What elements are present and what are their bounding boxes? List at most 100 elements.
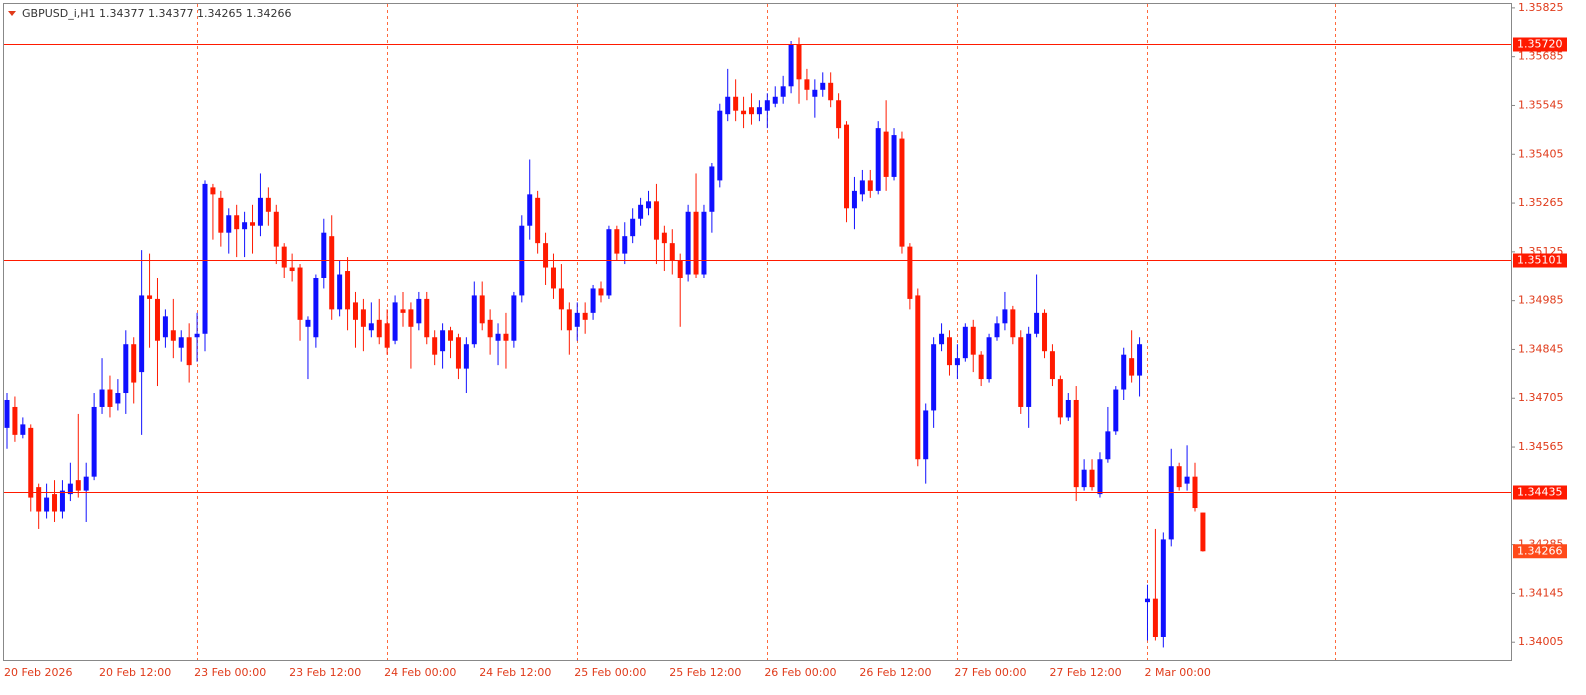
x-tick-label: 20 Feb 2026 xyxy=(4,666,72,679)
candle-body xyxy=(1160,539,1166,637)
x-tick-label: 27 Feb 12:00 xyxy=(1049,666,1121,679)
candle-body xyxy=(44,497,50,512)
price-label: 1.35720 xyxy=(1517,38,1563,51)
candle-body xyxy=(352,302,358,320)
x-tick-label: 25 Feb 00:00 xyxy=(574,666,646,679)
candle-body xyxy=(566,309,572,331)
symbol-menu-arrow[interactable] xyxy=(8,11,16,16)
candle-body xyxy=(788,44,794,87)
candle-body xyxy=(1168,466,1174,540)
candle-body xyxy=(448,330,454,341)
candle-body xyxy=(646,201,652,209)
candle-body xyxy=(329,236,335,310)
candle-body xyxy=(638,204,644,219)
price-label-box xyxy=(1513,485,1567,500)
candle-body xyxy=(36,487,42,512)
candle-body xyxy=(503,333,509,341)
y-tick-label: 1.34845 xyxy=(1518,342,1564,355)
candle-body xyxy=(772,96,778,104)
candle-body xyxy=(242,222,248,230)
candle-body xyxy=(139,295,145,373)
price-label-box xyxy=(1513,37,1567,52)
candle-body xyxy=(741,110,747,115)
candle-body xyxy=(550,267,556,289)
candle-body xyxy=(543,243,549,268)
candle-body xyxy=(1049,351,1055,380)
candle-body xyxy=(337,274,343,310)
candle-body xyxy=(804,79,810,90)
candle-body xyxy=(1121,354,1127,390)
candle-body xyxy=(931,344,937,411)
candle-body xyxy=(836,100,842,129)
candle-body xyxy=(614,229,620,254)
candle-body xyxy=(384,323,390,348)
candle-body xyxy=(828,82,834,101)
y-tick-label: 1.35685 xyxy=(1518,50,1564,63)
last-price-box xyxy=(1513,544,1567,559)
candle-body xyxy=(630,218,636,237)
candle-body xyxy=(99,389,105,407)
candle-body xyxy=(392,302,398,341)
candle-body xyxy=(147,295,153,299)
candle-body xyxy=(962,326,968,359)
candle-body xyxy=(915,295,921,460)
candle-body xyxy=(1097,459,1103,495)
candle-body xyxy=(598,288,604,296)
candle-body xyxy=(1026,333,1032,407)
x-tick-label: 23 Feb 12:00 xyxy=(289,666,361,679)
candle-body xyxy=(891,135,897,177)
candle-body xyxy=(368,323,374,331)
price-label: 1.35101 xyxy=(1517,254,1563,267)
candle-body xyxy=(67,483,73,495)
candle-body xyxy=(867,180,873,191)
candle-body xyxy=(265,197,271,212)
candle-body xyxy=(780,86,786,97)
candle-body xyxy=(273,211,279,247)
candle-body xyxy=(685,211,691,275)
candle-body xyxy=(52,494,58,512)
candle-body xyxy=(313,277,319,338)
candle-body xyxy=(978,354,984,380)
x-tick-label: 2 Mar 00:00 xyxy=(1144,666,1210,679)
candle-body xyxy=(194,333,200,338)
candle-body xyxy=(907,246,913,299)
candle-body xyxy=(946,337,952,366)
candle-body xyxy=(1010,309,1016,338)
candle-body xyxy=(1002,309,1008,324)
candle-body xyxy=(1073,399,1079,488)
candle-body xyxy=(606,229,612,296)
candle-body xyxy=(297,267,303,320)
candle-body xyxy=(376,319,382,338)
candle-body xyxy=(4,399,10,428)
candle-body xyxy=(875,128,881,191)
candle-body xyxy=(455,337,461,369)
candle-body xyxy=(725,96,731,115)
candle-body xyxy=(305,319,311,327)
candle-body xyxy=(1144,598,1150,603)
candle-body xyxy=(756,107,762,115)
candle-body xyxy=(1152,598,1158,637)
x-tick-label: 25 Feb 12:00 xyxy=(669,666,741,679)
chart-title: GBPUSD_i,H1 1.34377 1.34377 1.34265 1.34… xyxy=(22,7,291,20)
candle-body xyxy=(1018,337,1024,407)
candle-body xyxy=(1081,469,1087,488)
candle-body xyxy=(416,298,422,324)
candle-body xyxy=(162,316,168,338)
candle-body xyxy=(923,410,929,460)
candle-body xyxy=(408,309,414,327)
candle-body xyxy=(558,288,564,310)
candle-body xyxy=(1065,399,1071,418)
candle-body xyxy=(661,232,667,244)
candle-body xyxy=(463,344,469,369)
candle-body xyxy=(820,82,826,90)
candle-body xyxy=(154,298,160,341)
candle-body xyxy=(226,215,232,233)
candle-body xyxy=(178,337,184,348)
candle-body xyxy=(495,333,501,341)
candle-body xyxy=(218,197,224,233)
candle-body xyxy=(257,197,263,226)
candle-body xyxy=(970,326,976,355)
candle-body xyxy=(709,166,715,212)
candle-body xyxy=(527,194,533,226)
